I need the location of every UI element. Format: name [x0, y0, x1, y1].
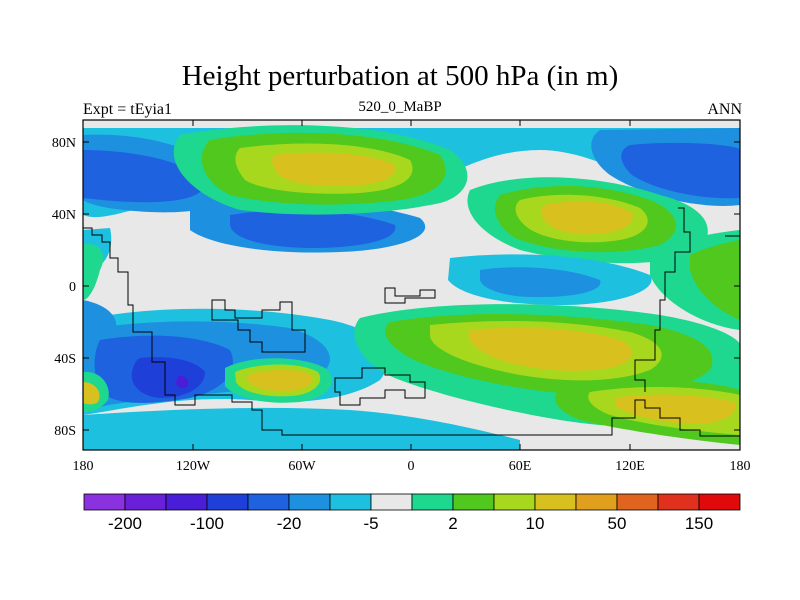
field-region [83, 300, 117, 330]
field-region [480, 267, 601, 298]
colorbar-box [247, 493, 290, 511]
field-region [83, 382, 100, 405]
colorbar-box [616, 493, 659, 511]
continent-outlines [83, 207, 740, 437]
lon-label: 120W [176, 459, 211, 474]
colorbar-box [452, 493, 495, 511]
lon-label: 60W [288, 459, 316, 474]
colorbar-box [575, 493, 618, 511]
lon-labels: 180 120W 60W 0 60E 120E 180 [73, 459, 751, 474]
experiment-label: Expt = tEyia1 [83, 101, 173, 118]
lon-label: 60E [509, 459, 532, 474]
colorbar-box [698, 493, 741, 511]
lat-label: 40S [54, 352, 76, 367]
colorbar-box [329, 493, 372, 511]
lon-label: 180 [73, 459, 94, 474]
colorbar-label: -200 [108, 514, 142, 533]
period-label: 520_0_MaBP [358, 99, 442, 115]
colorbar [83, 493, 741, 511]
field-region [248, 369, 313, 392]
colorbar-box [657, 493, 700, 511]
field-region [83, 150, 205, 203]
field-region [176, 375, 189, 389]
coastline-island [334, 367, 426, 406]
field-region [541, 201, 633, 235]
colorbar-label: -5 [363, 514, 378, 533]
coastline-small [384, 287, 436, 304]
plot-title: Height perturbation at 500 hPa (in m) [181, 60, 619, 92]
colorbar-label: 10 [526, 514, 545, 533]
colorbar-label: -20 [277, 514, 302, 533]
lat-label: 80N [52, 136, 76, 151]
coastline-africa [211, 299, 306, 353]
colorbar-box [534, 493, 577, 511]
colorbar-box [206, 493, 249, 511]
lat-label: 80S [54, 424, 76, 439]
tick-marks [83, 120, 740, 450]
colorbar-label: -100 [190, 514, 224, 533]
field-region [131, 357, 205, 398]
colorbar-box [370, 493, 413, 511]
lon-label: 180 [730, 459, 751, 474]
colorbar-label: 150 [685, 514, 713, 533]
colorbar-box [288, 493, 331, 511]
colorbar-box [411, 493, 454, 511]
coastline-west [83, 227, 740, 437]
field-region [468, 327, 633, 371]
colorbar-box [124, 493, 167, 511]
lat-label: 40N [52, 208, 76, 223]
colorbar-labels: -200 -100 -20 -5 2 10 50 150 [108, 514, 713, 533]
lon-label: 0 [408, 459, 415, 474]
field-region [230, 210, 396, 248]
coastline-east [634, 207, 691, 392]
colorbar-box [493, 493, 536, 511]
field-region [272, 152, 396, 187]
colorbar-label: 50 [608, 514, 627, 533]
field-region [621, 142, 740, 199]
season-label: ANN [707, 101, 742, 118]
colorbar-label: 2 [448, 514, 457, 533]
field-region [83, 407, 520, 450]
lat-labels: 80N 40N 0 40S 80S [52, 136, 76, 439]
contour-field [83, 120, 740, 450]
field-region [690, 240, 740, 320]
lon-label: 120E [615, 459, 645, 474]
colorbar-box [83, 493, 126, 511]
colorbar-box [165, 493, 208, 511]
lat-label: 0 [69, 280, 76, 295]
